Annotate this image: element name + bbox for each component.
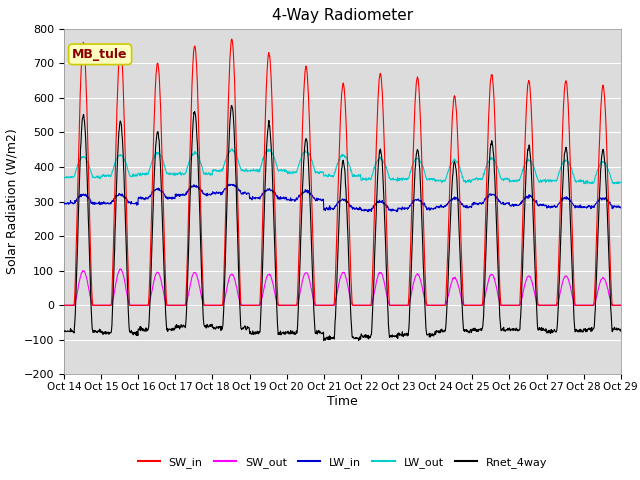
X-axis label: Time: Time	[327, 395, 358, 408]
Title: 4-Way Radiometer: 4-Way Radiometer	[272, 9, 413, 24]
Y-axis label: Solar Radiation (W/m2): Solar Radiation (W/m2)	[5, 129, 18, 275]
Text: MB_tule: MB_tule	[72, 48, 128, 61]
Legend: SW_in, SW_out, LW_in, LW_out, Rnet_4way: SW_in, SW_out, LW_in, LW_out, Rnet_4way	[133, 453, 552, 472]
